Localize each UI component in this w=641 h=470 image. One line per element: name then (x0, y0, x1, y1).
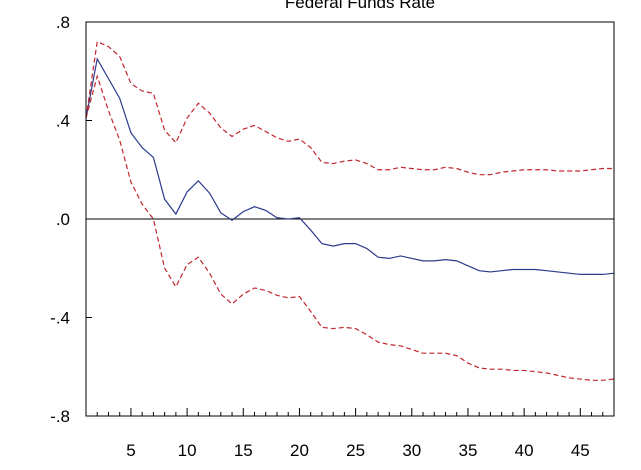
x-tick-label: 45 (571, 441, 590, 460)
series-line-estimate (85, 57, 615, 276)
chart-title: Federal Funds Rate (285, 0, 435, 12)
axes: .8 .4 .0 -.4 -.8 5 10 15 20 25 30 35 40 45 (50, 13, 615, 460)
x-tick-label: 25 (346, 441, 365, 460)
series-line-upper-band (85, 40, 614, 176)
plot-area (85, 40, 615, 381)
x-tick-label: 15 (234, 441, 253, 460)
series-line-lower-band (85, 74, 615, 381)
x-tick-label: 30 (402, 441, 421, 460)
x-tick-label: 40 (515, 441, 534, 460)
y-tick-label: .8 (56, 13, 70, 32)
y-tick-label: .4 (56, 112, 70, 131)
x-tick-label: 10 (178, 441, 197, 460)
y-tick-label: -.8 (50, 407, 70, 426)
y-tick-label: .0 (56, 210, 70, 229)
x-tick-label: 20 (290, 441, 309, 460)
y-tick-label: -.4 (50, 309, 70, 328)
x-tick-label: 5 (126, 441, 135, 460)
x-tick-label: 35 (458, 441, 477, 460)
